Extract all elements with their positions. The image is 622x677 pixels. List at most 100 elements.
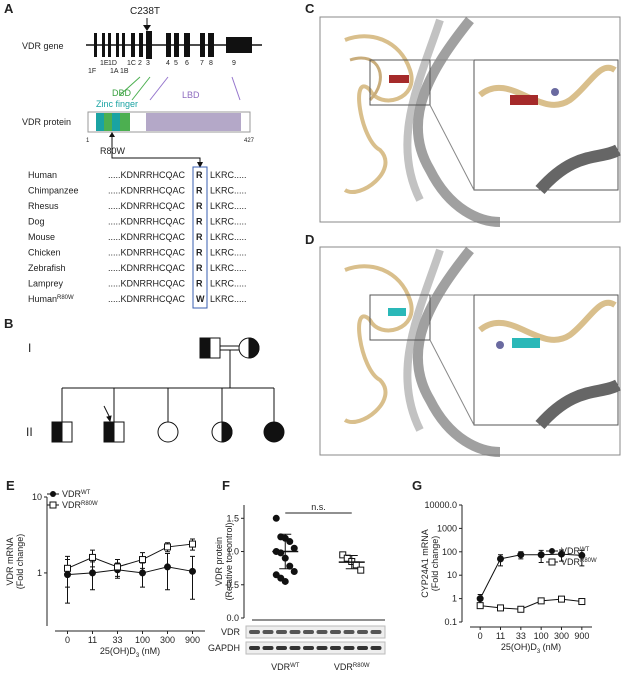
exon-label: 1A [110,68,119,75]
data-point [357,566,365,574]
x-axis-label-part: 3 [136,653,140,659]
x-tick-label: 11 [88,635,97,645]
species-label-part: Chicken [28,248,61,258]
exon-label: 4 [166,60,170,67]
species-label-part: Dog [28,217,45,227]
blot-band [303,630,314,634]
x-axis-label-part: (nM) [139,646,160,656]
legend-label-part: VDR [561,557,581,567]
mutation-label: C238T [130,6,160,17]
x-tick-label: 11 [496,631,505,641]
species-label: Zebrafish [28,263,66,273]
y-tick-label: 10 [447,570,457,580]
x-tick-label-part: VDR [271,662,291,672]
blot-band [343,646,355,650]
data-point [558,595,565,603]
data-point [578,598,586,606]
y-tick-label: 1.0 [226,547,239,557]
blot-band [357,646,368,650]
sequence: .....KDNRRHCQAC [108,294,186,304]
legend-marker [548,558,556,566]
residue: R [196,232,203,242]
residue: R [196,217,203,227]
sequence: LKRC..... [210,294,247,304]
generation-label: I [28,341,31,355]
species-label: HumanR80W [28,294,74,304]
gene-label: VDR gene [22,41,64,51]
y-tick-label: 0.5 [226,580,239,590]
panel-label: B [4,316,13,331]
y-tick-label: 10000.0 [424,500,457,510]
domain-label: Zinc finger [96,99,138,109]
sequence: .....KDNRRHCQAC [108,232,186,242]
species-label: Dog [28,217,45,227]
y-tick-label: 100 [442,547,457,557]
species-label-part: Chimpanzee [28,186,79,196]
panel-label: D [305,232,314,247]
x-axis-label: 25(OH)D3 (nM) [501,642,561,655]
y-axis-label: (Relative to control) [224,522,234,600]
x-tick-label: 100 [534,631,549,641]
sequence: LKRC..... [210,186,247,196]
legend-label-part: VDR [62,500,82,510]
panel-label: E [6,478,15,493]
structure-image [319,16,621,227]
species-label: Chicken [28,248,61,258]
sequence: LKRC..... [210,263,247,273]
data-point [189,540,196,548]
residue: R [196,201,203,211]
data-point [497,555,504,563]
data-point [139,569,146,577]
variant-label: R80W [100,146,126,156]
x-tick-label: 0 [65,635,70,645]
exon-label: 1B [120,68,129,75]
series-line [67,566,193,576]
x-tick-label: 100 [135,635,150,645]
data-point [558,550,565,558]
blot-band [249,630,260,634]
structure-image [319,246,621,457]
species-label: Human [28,170,57,180]
y-tick-label: 1 [452,594,457,604]
domain-label: DBD [112,88,132,98]
legend-label: VDRR80W [62,500,98,510]
data-point [578,551,586,559]
data-point [286,562,294,570]
residue: R [196,279,203,289]
sequence: .....KDNRRHCQAC [108,248,186,258]
protein-bar [87,111,251,133]
data-point [497,604,504,612]
data-point [277,574,285,582]
exon-label: 1E [100,60,109,67]
protein-end: 427 [244,138,255,144]
arrow-head [197,162,203,168]
blot-band [370,646,382,650]
species-label-part: Lamprey [28,279,64,289]
exon-label: 5 [174,60,178,67]
exon-label: 9 [232,60,236,67]
protein-label: VDR protein [22,117,71,127]
exon-label: 8 [209,60,213,67]
species-label: Mouse [28,232,55,242]
species-label-part: Mouse [28,232,55,242]
domain-label: LBD [182,90,200,100]
blot-strip [245,625,386,639]
sequence: .....KDNRRHCQAC [108,279,186,289]
data-point [272,571,280,579]
residue: R [196,170,203,180]
blot-band [276,630,287,634]
data-point [64,564,71,572]
legend-label-part: WT [81,490,91,496]
blot-band [370,630,382,634]
data-point [290,544,298,552]
data-point [537,551,545,559]
data-point [277,549,285,557]
sequence: LKRC..... [210,232,247,242]
data-point [114,563,121,571]
sequence: LKRC..... [210,201,247,211]
annotation: n.s. [311,502,326,512]
species-label-part: Human [28,294,57,304]
residue: R [196,248,203,258]
x-tick-label: 900 [574,631,589,641]
y-axis-label: (Fold change) [430,536,440,592]
